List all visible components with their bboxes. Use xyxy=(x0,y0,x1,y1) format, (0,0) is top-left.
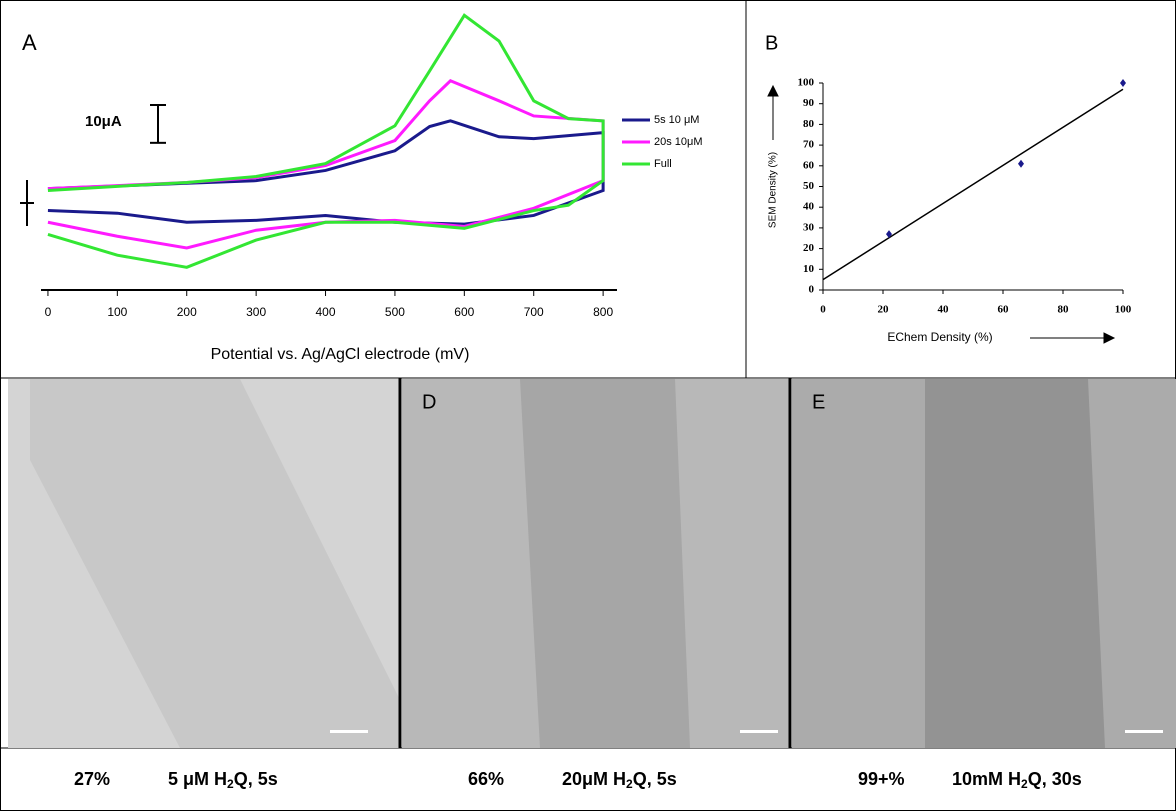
x-tick-label: 700 xyxy=(524,305,544,319)
condition-part: 20μM H xyxy=(562,769,626,789)
x-tick-label: 300 xyxy=(246,305,266,319)
x-tick-label: 800 xyxy=(593,305,613,319)
x-tick-label: 400 xyxy=(316,305,336,319)
sem-image xyxy=(402,379,790,748)
cv-curve xyxy=(47,13,605,269)
y-tick-label: 10 xyxy=(803,263,815,275)
y-tick-label: 70 xyxy=(803,139,815,151)
x-axis-label: Potential vs. Ag/AgCl electrode (mV) xyxy=(211,346,470,363)
panel-label: A xyxy=(22,30,37,55)
percent: 99+% xyxy=(858,769,905,789)
percent: 66% xyxy=(468,769,504,789)
x-axis-label: EChem Density (%) xyxy=(887,330,992,344)
y-tick-label: 100 xyxy=(798,77,815,89)
y-tick-label: 0 xyxy=(809,284,815,296)
y-tick-label: 20 xyxy=(803,242,815,254)
condition-part: Q, 5s xyxy=(633,769,677,789)
data-point xyxy=(1120,79,1126,87)
y-tick-label: 30 xyxy=(803,221,815,233)
x-tick-label: 0 xyxy=(820,304,826,316)
x-tick-label: 600 xyxy=(454,305,474,319)
y-tick-label: 90 xyxy=(803,97,815,109)
arrow xyxy=(767,84,1116,344)
x-tick-label: 80 xyxy=(1058,304,1070,316)
y-tick-label: 80 xyxy=(803,118,815,130)
data-point xyxy=(886,230,892,239)
condition-part: 10mM H xyxy=(952,769,1021,789)
y-tick-label: 50 xyxy=(803,180,815,192)
legend-label: 20s 10μM xyxy=(654,136,703,148)
x-tick-label: 0 xyxy=(45,305,52,319)
sem-image xyxy=(8,379,400,748)
scale-bar xyxy=(150,104,166,144)
subscript: 2 xyxy=(227,777,234,791)
fit-line xyxy=(822,88,1124,281)
subscript: 2 xyxy=(626,777,633,791)
percent: 27% xyxy=(74,769,110,789)
scale-bar-label: 10μA xyxy=(85,113,122,130)
panel-label: E xyxy=(812,391,825,413)
x-tick-label: 60 xyxy=(998,304,1010,316)
data-point xyxy=(1018,159,1024,168)
x-tick-label: 500 xyxy=(385,305,405,319)
subscript: 2 xyxy=(1021,777,1028,791)
legend-label: 5s 10 μM xyxy=(654,114,699,126)
y-tick-label: 40 xyxy=(803,201,815,213)
y-tick-label: 60 xyxy=(803,159,815,171)
condition: 5 μM H2Q, 5s xyxy=(168,769,278,791)
x-tick-label: 40 xyxy=(938,304,950,316)
x-tick-label: 20 xyxy=(878,304,890,316)
x-tick-label: 100 xyxy=(1115,304,1132,316)
condition: 20μM H2Q, 5s xyxy=(562,769,677,791)
condition-part: Q, 30s xyxy=(1028,769,1082,789)
condition-part: 5 μM H xyxy=(168,769,227,789)
condition-part: Q, 5s xyxy=(234,769,278,789)
condition: 10mM H2Q, 30s xyxy=(952,769,1082,791)
panel-label: B xyxy=(765,32,778,54)
x-tick-label: 200 xyxy=(177,305,197,319)
panel-label: D xyxy=(422,391,436,413)
legend-label: Full xyxy=(654,158,672,170)
y-axis-label: SEM Density (%) xyxy=(768,152,779,228)
sem-image xyxy=(792,379,1176,748)
x-tick-label: 100 xyxy=(107,305,127,319)
